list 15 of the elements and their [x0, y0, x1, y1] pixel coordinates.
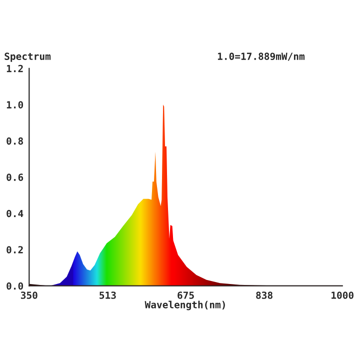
- y-tick-label: 0.4: [6, 210, 24, 218]
- x-tick-label: 838: [256, 292, 272, 299]
- x-tick-label: 675: [178, 292, 194, 299]
- text: 1.0=17.889mW/nm: [218, 52, 305, 61]
- y-axis-title: Spectrum: [4, 52, 51, 62]
- y-tick-label: 1.0: [6, 101, 24, 108]
- y-tick-label: 0.0: [6, 282, 24, 290]
- y-tick-label: 1.2: [6, 64, 23, 72]
- x-tick-label: 513: [100, 292, 116, 299]
- x-axis-title: Wavelength(nm): [144, 300, 225, 310]
- y-tick-label: 0.6: [6, 174, 24, 181]
- y-tick-label: 0.2: [6, 246, 23, 254]
- x-tick-label: 350: [20, 292, 38, 299]
- y-tick-label: 0.8: [6, 137, 23, 145]
- x-tick-label: 1000: [332, 292, 354, 299]
